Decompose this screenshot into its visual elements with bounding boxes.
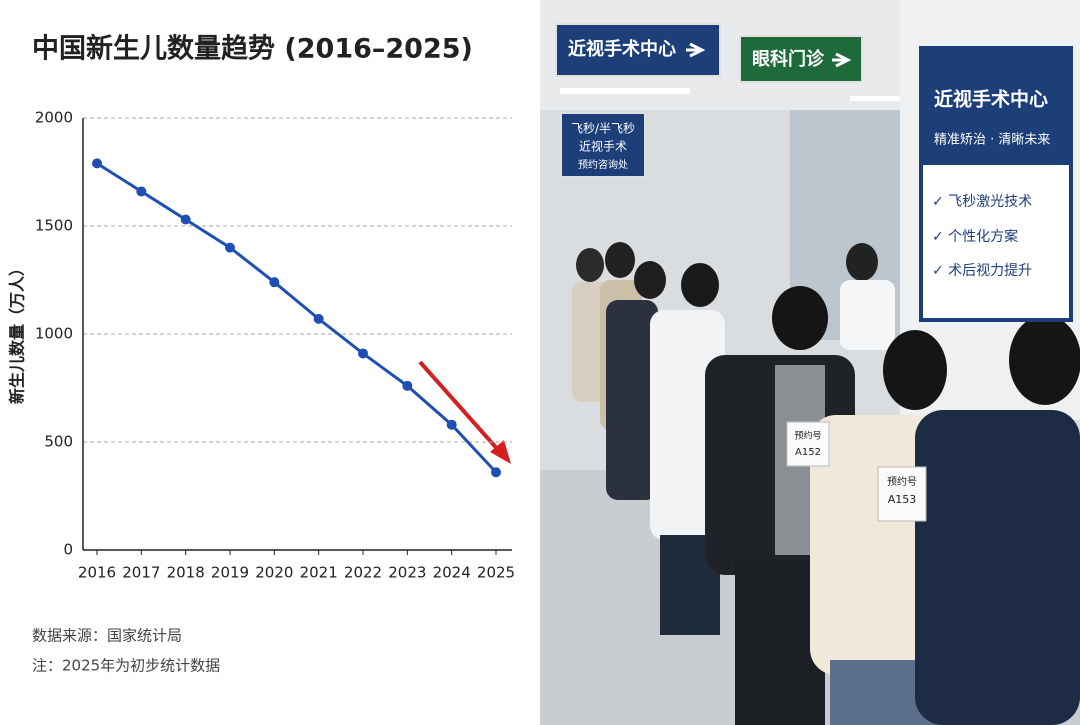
board-item: ✓ 飞秒激光技术 bbox=[932, 193, 1032, 210]
board-title: 近视手术中心 bbox=[934, 88, 1048, 111]
x-tick-label: 2019 bbox=[211, 564, 249, 582]
data-line bbox=[96, 162, 498, 474]
data-point bbox=[136, 186, 147, 197]
note: 数据来源：国家统计局 bbox=[32, 627, 182, 645]
board-subtitle: 精准矫治 · 清晰未来 bbox=[934, 133, 1050, 148]
x-tick-label: 2022 bbox=[344, 564, 382, 582]
data-point bbox=[446, 419, 457, 430]
chart-panel bbox=[0, 0, 540, 725]
data-point bbox=[180, 214, 191, 225]
x-tick-label: 2023 bbox=[388, 564, 426, 582]
board: 近视手术中心 精准矫治 · 清晰未来 ✓ 飞秒激光技术 ✓ 个性化方案 ✓ 术后… bbox=[919, 46, 1073, 322]
y-tick-label: 2000 bbox=[35, 109, 73, 127]
data-point bbox=[225, 242, 235, 253]
trend-arrow bbox=[418, 360, 502, 454]
x-tick-label: 2016 bbox=[78, 564, 116, 582]
y-tick-label: 500 bbox=[44, 433, 73, 451]
y-axis-label: 新生儿数量（万人） bbox=[8, 260, 27, 404]
trend-arrow-head bbox=[490, 440, 511, 464]
chart-title: 中国新生儿数量趋势 (2016–2025) bbox=[32, 33, 473, 65]
note: 注：2025年为初步统计数据 bbox=[32, 657, 220, 675]
ticket: 预约号 A152 bbox=[786, 421, 830, 467]
y-tick-label: 0 bbox=[63, 541, 73, 559]
sign-eye: 眼科门诊 bbox=[739, 35, 863, 83]
x-tick-label: 2024 bbox=[433, 564, 471, 582]
ticket: 预约号 A153 bbox=[877, 466, 927, 522]
ticket-text: 预约号 bbox=[794, 430, 821, 442]
data-point bbox=[358, 348, 368, 359]
x-tick-label: 2020 bbox=[255, 564, 293, 582]
y-tick-label: 1500 bbox=[35, 217, 73, 235]
data-point bbox=[491, 467, 501, 478]
x-tick-label: 2021 bbox=[300, 564, 338, 582]
sign-text: 飞秒/半飞秒 bbox=[571, 122, 635, 136]
ticket-text: 预约号 bbox=[887, 475, 917, 488]
data-point bbox=[313, 313, 324, 324]
ticket-text: A153 bbox=[888, 493, 917, 506]
ticket-text: A152 bbox=[795, 447, 821, 458]
data-point bbox=[402, 380, 413, 391]
sign-text: 近视手术 bbox=[579, 139, 627, 154]
x-tick-label: 2017 bbox=[122, 564, 160, 582]
sign-text: 预约咨询处 bbox=[578, 158, 628, 171]
board-item: ✓ 术后视力提升 bbox=[932, 263, 1032, 279]
sign-text: 近视手术中心 bbox=[568, 38, 676, 60]
data-point bbox=[92, 158, 102, 169]
photo: 近视手术中心 眼科门诊 飞秒/半飞秒 近视手术 预约咨询处 近视手术中心 精准矫… bbox=[540, 0, 1080, 725]
x-tick-label: 2025 bbox=[477, 564, 515, 582]
y-tick-label: 1000 bbox=[35, 325, 73, 343]
board-item: ✓ 个性化方案 bbox=[932, 228, 1018, 245]
ceiling-light bbox=[560, 88, 690, 94]
x-tick-label: 2018 bbox=[167, 564, 205, 582]
sign-surgery: 近视手术中心 bbox=[555, 23, 721, 77]
crowd bbox=[572, 242, 1080, 725]
ceiling-light bbox=[850, 96, 900, 101]
data-point bbox=[269, 277, 280, 288]
sign-consult: 飞秒/半飞秒 近视手术 预约咨询处 bbox=[560, 112, 646, 178]
sign-text: 眼科门诊 bbox=[752, 48, 825, 70]
